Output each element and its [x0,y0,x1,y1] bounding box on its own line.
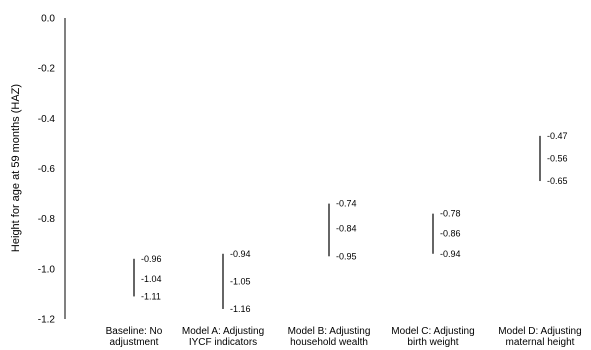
category-label: Model A: Adjusting [182,326,264,337]
category-label: IYCF indicators [189,337,257,348]
data-label: -0.95 [336,251,357,261]
y-axis: 0.0 -0.2 -0.4 -0.6 -0.8 -1.0 -1.2 [38,14,66,326]
category-label: maternal height [506,337,575,348]
data-label: -0.65 [547,176,568,186]
range-bar-group: -0.78 -0.86 -0.94 [432,209,461,259]
y-tick-label: 0.0 [41,14,55,25]
category-label: Model C: Adjusting [391,326,474,337]
y-tick-label: -0.6 [38,164,56,175]
category-label: Baseline: No [106,326,163,337]
data-label: -0.96 [141,254,162,264]
category-label: household wealth [290,337,368,348]
data-label: -1.11 [141,291,161,301]
range-bars: -0.96 -1.04 -1.11 -0.94 -1.05 -1.16 -0.74 -0.84… [133,131,568,314]
data-label: -1.16 [230,304,251,314]
data-label: -0.47 [547,131,568,141]
category-label: Model D: Adjusting [498,326,581,337]
range-bar-group: -0.96 -1.04 -1.11 [133,254,162,301]
data-label: -0.56 [547,153,568,163]
y-tick-label: -1.2 [38,315,56,326]
range-bar-group: -0.47 -0.56 -0.65 [539,131,568,186]
data-label: -1.05 [230,276,251,286]
y-tick-label: -1.0 [38,264,56,275]
data-label: -0.94 [230,249,251,259]
category-label: Model B: Adjusting [288,326,371,337]
data-label: -0.94 [440,249,461,259]
data-label: -0.78 [440,209,461,219]
y-axis-title: Height for age at 59 months (HAZ) [10,84,22,252]
range-bar-group: -0.94 -1.05 -1.16 [222,249,251,314]
category-label: birth weight [407,337,458,348]
y-tick-label: -0.2 [38,64,56,75]
category-label: adjustment [110,337,159,348]
range-bar-group: -0.74 -0.84 -0.95 [328,199,357,261]
data-label: -0.86 [440,229,461,239]
y-tick-label: -0.8 [38,214,56,225]
data-label: -0.84 [336,224,357,234]
y-tick-label: -0.4 [38,114,56,125]
data-label: -1.04 [141,274,162,284]
data-label: -0.74 [336,199,357,209]
